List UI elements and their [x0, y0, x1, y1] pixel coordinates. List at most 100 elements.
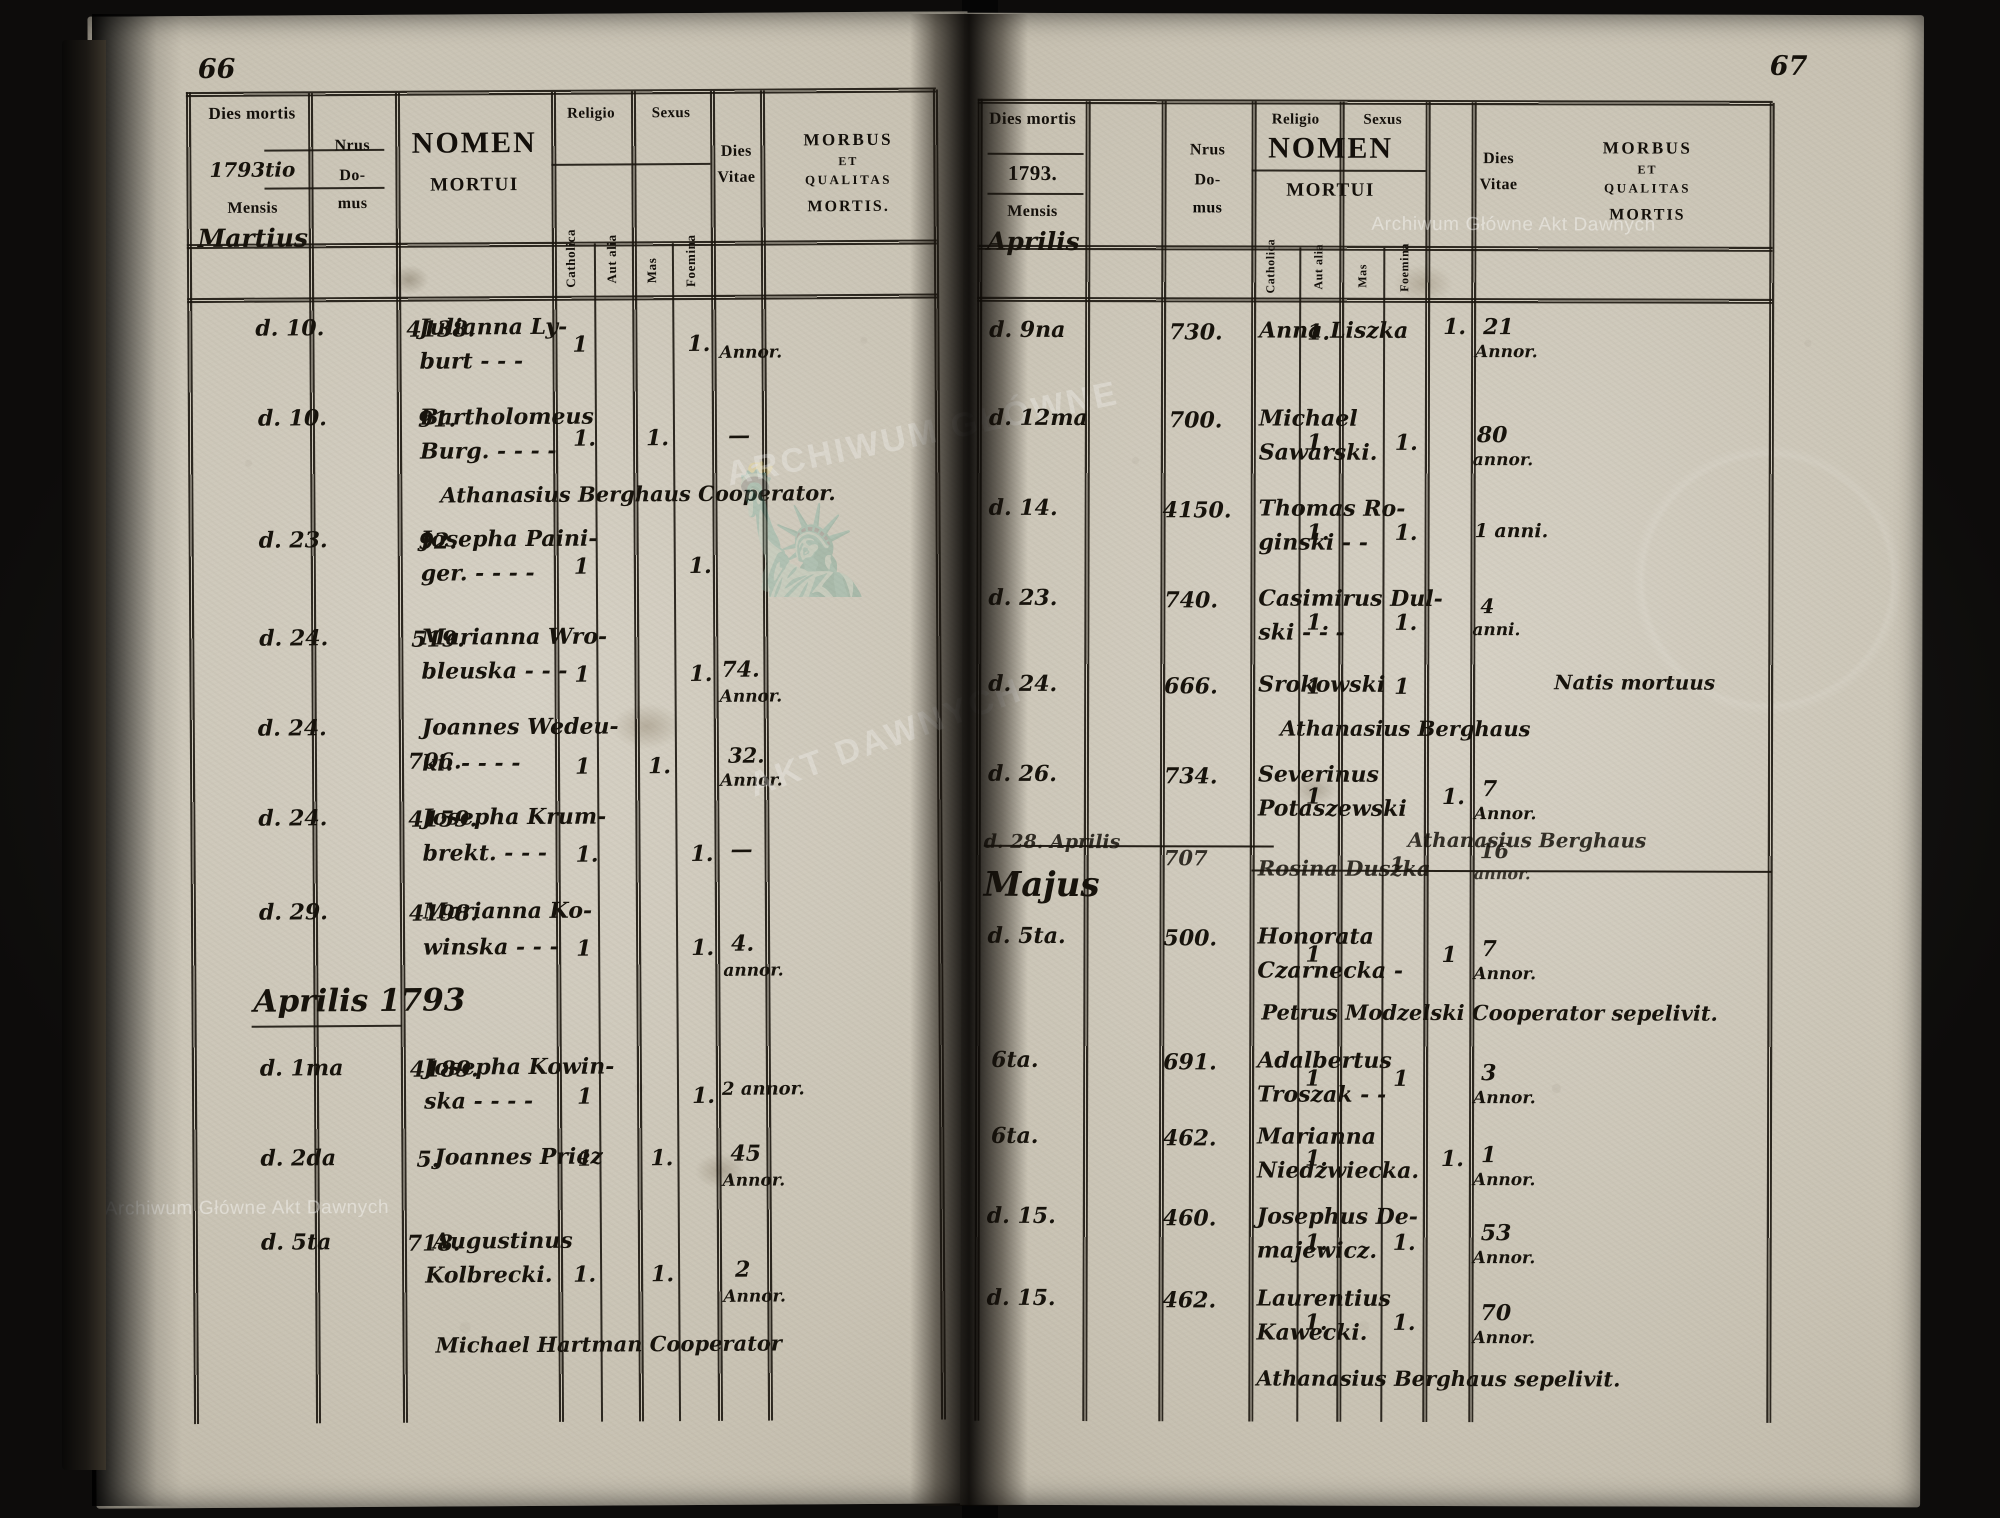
cell-nrus: 691. [1163, 1049, 1217, 1076]
cell-dies-vitae-1: 74. [721, 656, 760, 683]
col-line-mas [1380, 247, 1386, 1422]
sexus-split [1339, 169, 1426, 172]
col-line-catholica [593, 243, 604, 1422]
header-bottom-divider [977, 296, 1773, 304]
cell-dies-vitae-1: 70 [1480, 1300, 1512, 1327]
header-sexus: Sexus [1363, 111, 1403, 128]
cell-nomen-1: Josephus De- [1256, 1203, 1418, 1230]
header-nomen: NOMEN [411, 125, 537, 160]
sexus-split [631, 162, 711, 166]
cell-dies-vitae-1: 7 [1481, 776, 1498, 803]
cell-nomen-2: Troszak - - [1257, 1081, 1387, 1108]
cell-dies-vitae-1: 4 [1480, 594, 1495, 619]
cell-dies: d. 24. [258, 805, 328, 832]
header-mensis-label: Mensis [227, 199, 278, 217]
cell-dies-vitae-2: Annor. [1472, 1328, 1536, 1349]
cell-dies-vitae-2: annor. [723, 960, 784, 981]
header-catholica: Catholica [562, 228, 579, 288]
religio-split [551, 163, 632, 166]
cell-dies-vitae-1-struck: 16 [1479, 838, 1510, 864]
cell-foemina: 1. [687, 330, 711, 358]
folio-number-left: 66 [197, 53, 236, 86]
cell-mas: 1. [1394, 429, 1418, 456]
header-nrus-3: mus [1192, 199, 1223, 217]
month-break-heading: Aprilis 1793 [253, 982, 466, 1020]
col-line-religio [630, 91, 645, 1422]
cell-foemina: 1. [691, 1082, 716, 1110]
cell-dies-vitae-2: Annor. [1475, 342, 1538, 363]
header-dies-vitae-1: Dies [720, 142, 752, 160]
cell-mas: 1. [1392, 1229, 1416, 1256]
col-line-nomen [550, 91, 565, 1422]
cell-dies-vitae-1: 2 annor. [721, 1078, 805, 1100]
header-dies-vitae-2: Vitae [717, 168, 756, 186]
header-mensis-value: Martius [197, 223, 309, 254]
cell-foemina: 1. [1443, 314, 1467, 341]
table-border-top [977, 98, 1773, 106]
cell-nomen-1: Marianna Wro- [421, 623, 608, 651]
cell-morbus: Natis mortuus [1554, 670, 1716, 695]
cell-dies-vitae-2-struck: annor. [1473, 864, 1531, 884]
right-page: 67 🗽 ARCHIWUM GŁÓWNE AKT DAWNYCH [723, 12, 1933, 1508]
cell-nomen-1: Michael [1258, 405, 1358, 432]
cell-dies-vitae-1: 4. [731, 930, 755, 957]
cell-mas: 1 [1393, 1065, 1409, 1092]
cell-catholica: 1. [1306, 519, 1330, 546]
table-border-left [185, 92, 200, 1425]
cell-catholica: 1. [1306, 609, 1330, 636]
cell-nomen-2: brekt. - - - [422, 839, 548, 867]
cell-catholica: 1. [573, 1261, 597, 1288]
cell-catholica: 1 [1306, 673, 1322, 700]
book-block-edge [62, 40, 106, 1470]
cell-nomen-1: Joannes Wedeu- [421, 713, 619, 741]
cell-dies-vitae-1: 53 [1480, 1220, 1512, 1247]
cell-mas: 1 [1394, 673, 1410, 700]
cell-catholica: 1 [574, 661, 590, 688]
cell-nomen-1: Srokowski [1258, 671, 1386, 698]
cell-dies-vitae-2: Annor. [719, 686, 783, 707]
cell-dies-vitae-2: Annor. [720, 770, 783, 791]
cell-dies-vitae-2: Annor. [723, 1286, 786, 1307]
cell-nomen-2: bleuska - - - [421, 657, 568, 685]
cell-nrus: 462. [1162, 1287, 1217, 1314]
header-nrus-2: Do- [1194, 171, 1221, 189]
cell-nomen-1: Anna Liszka [1259, 317, 1409, 344]
dies-mortis-rule2 [264, 186, 385, 190]
header-mas: Mas [643, 257, 660, 284]
header-mortui: MORTUI [430, 174, 519, 196]
cell-foemina: 1 [1441, 941, 1457, 969]
cell-foemina: 1. [688, 552, 712, 580]
cell-dies: d. 5ta [260, 1229, 332, 1256]
cell-dies-vitae-2: anni. [1472, 620, 1521, 641]
cell-catholica: 1 [577, 1145, 593, 1172]
header-foemina: Foemina [682, 234, 699, 288]
cell-catholica: 1. [572, 425, 597, 452]
cell-foemina: 1. [689, 660, 713, 688]
header-nrus-2: Do- [339, 167, 366, 185]
cell-mas: 1. [650, 1145, 674, 1172]
cell-dies-vitae-1: 21 [1483, 314, 1514, 341]
cell-mas: 1. [1394, 609, 1418, 636]
cell-dies: d. 24. [257, 715, 327, 742]
cell-nomen-2: burt - - - [419, 348, 524, 375]
header-nomen: NOMEN [1268, 131, 1394, 165]
cell-nomen-2: Niedzwiecka. [1256, 1157, 1420, 1184]
cell-dies-vitae-2: Annor. [1473, 964, 1537, 985]
cell-note: Athanasius Berghaus sepelivit. [1256, 1365, 1621, 1392]
paper-grain-right [960, 12, 1924, 1508]
cell-nomen-2: Potaszewski [1257, 795, 1407, 822]
header-catholica: Catholica [1263, 238, 1278, 294]
col-line-dies [307, 93, 322, 1424]
cell-catholica: 1 [1305, 783, 1322, 810]
book-gutter-shadow [910, 14, 1028, 1506]
cell-dies-vitae-1: 32. [727, 742, 765, 768]
header-morbus-1: MORBUS [803, 129, 894, 150]
header-dies-vitae-1: Dies [1483, 150, 1515, 168]
cell-catholica: 1. [1304, 1309, 1328, 1336]
cell-dies-vitae-1: 1 [1480, 1142, 1497, 1169]
cell-nrus: 460. [1162, 1205, 1217, 1232]
cell-note: Athanasius Berghaus [1280, 715, 1531, 742]
cell-catholica: 1. [1307, 319, 1331, 346]
table-border-top [185, 87, 936, 98]
